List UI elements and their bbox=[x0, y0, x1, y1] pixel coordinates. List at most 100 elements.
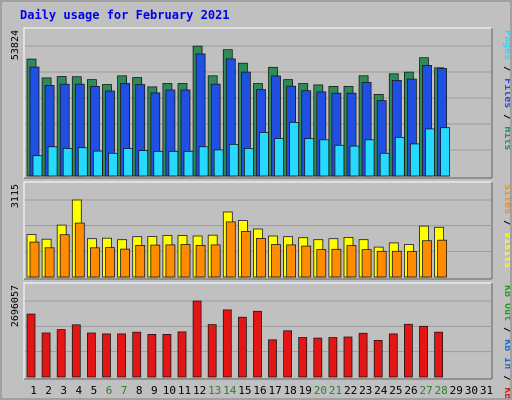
bar-pages-day-6 bbox=[108, 152, 118, 177]
bar-kb-f-day-23 bbox=[358, 332, 368, 378]
legend-hits: Hits bbox=[502, 126, 510, 150]
bar-sites-day-9 bbox=[150, 244, 161, 278]
bar-pages-day-18 bbox=[289, 122, 300, 177]
day-label-15: 15 bbox=[238, 384, 251, 397]
bar-sites-day-22 bbox=[346, 245, 357, 278]
bar-pages-day-21 bbox=[334, 144, 345, 177]
bar-kb-f-day-27 bbox=[419, 325, 428, 378]
bar-pages-day-25 bbox=[394, 136, 405, 177]
day-label-17: 17 bbox=[268, 384, 281, 397]
bar-pages-day-26 bbox=[409, 143, 420, 177]
day-label-24: 24 bbox=[374, 384, 388, 397]
legend-sites: Sites bbox=[502, 184, 510, 214]
legend: Sites / Visits bbox=[502, 184, 510, 268]
bar-kb-f-day-20 bbox=[313, 337, 323, 378]
bar-sites-day-13 bbox=[210, 244, 221, 278]
day-label-14: 14 bbox=[223, 384, 237, 397]
chart-panel-visits: 3115 Sites / Visits bbox=[10, 181, 510, 280]
chart-panel-usage: 53824 Pages / Files / Hits bbox=[10, 27, 510, 179]
bar-pages-day-17 bbox=[274, 138, 284, 177]
day-label-3: 3 bbox=[60, 384, 67, 397]
day-label-2: 2 bbox=[45, 384, 52, 397]
bar-sites-day-27 bbox=[422, 240, 432, 278]
bar-kb-f-day-28 bbox=[434, 331, 444, 378]
day-label-9: 9 bbox=[151, 384, 158, 397]
day-label-25: 25 bbox=[389, 384, 402, 397]
bar-pages-day-27 bbox=[425, 128, 435, 177]
day-label-28: 28 bbox=[435, 384, 448, 397]
bar-pages-day-9 bbox=[153, 150, 164, 177]
legend-separator: / bbox=[502, 214, 510, 232]
bar-kb-f-day-9 bbox=[147, 333, 157, 378]
bar-sites-day-5 bbox=[90, 247, 100, 278]
bar-pages-day-12 bbox=[198, 146, 209, 177]
bar-kb-f-day-24 bbox=[373, 339, 383, 378]
bar-kb-f-day-1 bbox=[26, 313, 36, 378]
day-label-21: 21 bbox=[329, 384, 342, 397]
chart-panel-kb: 2696057 KB Out / KB In / KB F bbox=[10, 282, 510, 398]
day-label-6: 6 bbox=[106, 384, 113, 397]
legend-visits: Visits bbox=[502, 232, 510, 268]
day-label-16: 16 bbox=[253, 384, 266, 397]
bar-kb-f-day-18 bbox=[283, 330, 293, 378]
bar-pages-day-20 bbox=[319, 139, 330, 177]
y-max-label: 53824 bbox=[10, 30, 21, 60]
bar-kb-f-day-10 bbox=[162, 333, 172, 378]
day-label-18: 18 bbox=[284, 384, 297, 397]
day-label-30: 30 bbox=[465, 384, 478, 397]
day-label-7: 7 bbox=[121, 384, 128, 397]
bar-kb-f-day-17 bbox=[268, 339, 277, 378]
bar-pages-day-13 bbox=[213, 149, 224, 177]
bar-sites-day-28 bbox=[437, 239, 448, 278]
legend: KB Out / KB In / KB F bbox=[502, 285, 510, 398]
bar-pages-day-10 bbox=[168, 150, 179, 177]
bar-pages-day-7 bbox=[123, 148, 133, 177]
bar-pages-day-1 bbox=[32, 155, 43, 177]
bar-kb-f-day-2 bbox=[41, 332, 51, 378]
day-label-26: 26 bbox=[404, 384, 417, 397]
bar-pages-day-3 bbox=[62, 148, 73, 177]
bar-pages-day-5 bbox=[93, 150, 103, 177]
legend: Pages / Files / Hits bbox=[502, 30, 510, 150]
bar-sites-day-11 bbox=[180, 244, 191, 278]
bar-sites-day-12 bbox=[195, 244, 206, 278]
bar-sites-day-1 bbox=[29, 241, 40, 278]
day-label-10: 10 bbox=[163, 384, 176, 397]
day-label-5: 5 bbox=[91, 384, 98, 397]
bar-pages-day-16 bbox=[259, 132, 269, 177]
bar-kb-f-day-16 bbox=[253, 310, 262, 378]
day-label-4: 4 bbox=[75, 384, 82, 397]
bar-kb-f-day-22 bbox=[343, 336, 353, 378]
day-label-23: 23 bbox=[359, 384, 372, 397]
bar-sites-day-2 bbox=[44, 247, 55, 278]
y-max-label: 3115 bbox=[10, 184, 21, 208]
day-label-11: 11 bbox=[178, 384, 191, 397]
bar-sites-day-21 bbox=[331, 248, 342, 278]
day-label-1: 1 bbox=[30, 384, 37, 397]
bar-kb-f-day-3 bbox=[56, 329, 66, 378]
bar-pages-day-22 bbox=[349, 145, 360, 177]
bar-pages-day-15 bbox=[243, 148, 254, 177]
day-label-27: 27 bbox=[419, 384, 432, 397]
bar-kb-f-day-8 bbox=[132, 331, 142, 378]
bar-sites-day-10 bbox=[165, 244, 176, 278]
bar-sites-day-15 bbox=[240, 231, 251, 278]
bar-kb-f-day-19 bbox=[298, 337, 308, 378]
bar-sites-day-4 bbox=[74, 222, 85, 278]
bar-kb-f-day-11 bbox=[177, 331, 187, 378]
legend-pages: Pages bbox=[502, 30, 510, 60]
bar-sites-day-8 bbox=[135, 244, 146, 278]
bar-sites-day-17 bbox=[271, 244, 281, 278]
legend-kb-out: KB Out bbox=[502, 285, 510, 321]
legend-separator: / bbox=[502, 321, 510, 339]
bar-pages-day-11 bbox=[183, 150, 194, 177]
legend-kb-in: KB In bbox=[502, 339, 510, 369]
bar-sites-day-7 bbox=[120, 248, 130, 278]
legend-separator: / bbox=[502, 108, 510, 126]
bar-pages-day-28 bbox=[440, 127, 451, 177]
bar-kb-f-day-12 bbox=[192, 300, 202, 378]
bar-sites-day-24 bbox=[376, 250, 387, 278]
chart-title: Daily usage for February 2021 bbox=[20, 8, 230, 22]
